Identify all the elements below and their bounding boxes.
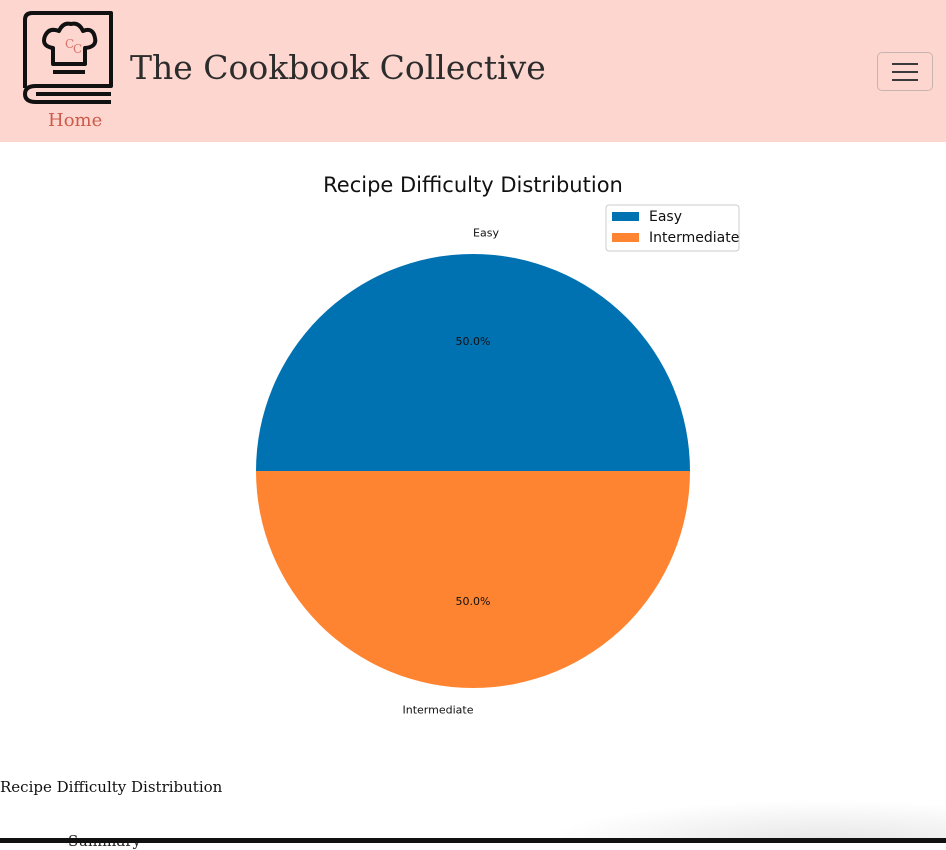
navbar: C C Home The Cookbook Collective [0, 0, 946, 142]
chart-caption: Recipe Difficulty Distribution [0, 778, 223, 796]
pie-pct-intermediate: 50.0% [456, 595, 491, 608]
chart-title: Recipe Difficulty Distribution [323, 173, 623, 197]
pie-pct-easy: 50.0% [456, 335, 491, 348]
legend-label-intermediate: Intermediate [649, 230, 739, 246]
pie-label-intermediate: Intermediate [403, 704, 474, 717]
legend-swatch-intermediate [612, 233, 639, 242]
pie-slice-easy [256, 254, 690, 471]
site-title: The Cookbook Collective [130, 48, 546, 87]
svg-text:C: C [73, 42, 82, 56]
hamburger-menu-icon [892, 62, 918, 81]
home-link[interactable]: Home [48, 110, 103, 131]
difficulty-chart: Recipe Difficulty Distribution Easy 50.0%… [0, 142, 946, 742]
window-bottom-edge [0, 838, 946, 843]
svg-text:C: C [65, 37, 74, 51]
pie-label-easy: Easy [473, 226, 499, 239]
legend-label-easy: Easy [649, 209, 682, 225]
chart-legend: Easy Intermediate [605, 204, 740, 252]
scroll-shadow [540, 800, 946, 843]
navbar-toggler-button[interactable] [877, 52, 933, 91]
pie-chart-svg: Recipe Difficulty Distribution Easy 50.0%… [256, 173, 740, 717]
legend-frame [605, 204, 740, 252]
cookbook-logo-icon[interactable]: C C [19, 10, 115, 106]
pie-slice-intermediate [256, 471, 690, 688]
legend-swatch-easy [612, 212, 639, 221]
